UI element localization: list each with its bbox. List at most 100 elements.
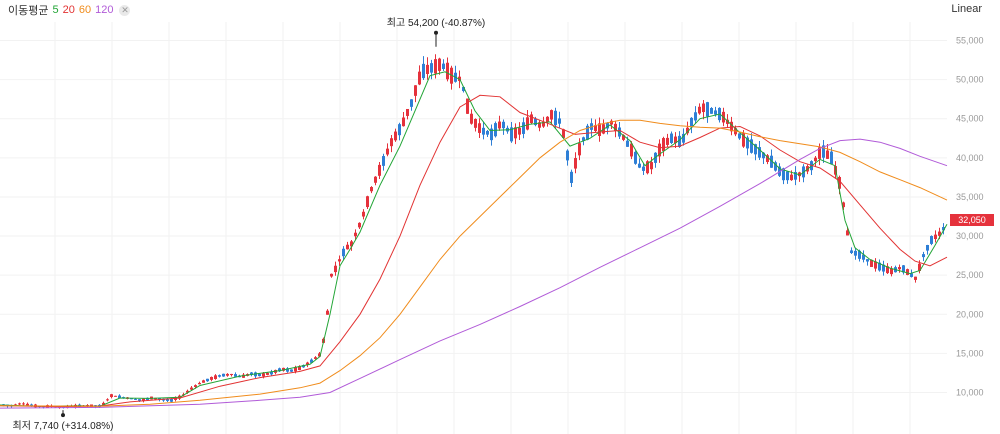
candle-body xyxy=(854,250,857,256)
candle-body xyxy=(850,250,853,254)
candle-body xyxy=(562,129,565,138)
candle-body xyxy=(754,144,757,155)
candle-body xyxy=(434,59,437,74)
candle-body xyxy=(418,71,421,85)
candle-body xyxy=(534,118,537,126)
candle-body xyxy=(906,269,909,275)
candle-body xyxy=(910,273,913,277)
candle-body xyxy=(554,110,557,126)
candle-body xyxy=(382,156,385,166)
candle-body xyxy=(366,196,369,208)
candle-body xyxy=(222,373,225,377)
candle-body xyxy=(346,244,349,250)
candle-body xyxy=(498,121,501,129)
candle-body xyxy=(790,174,793,181)
candle-body xyxy=(262,373,265,377)
candle-body xyxy=(170,398,173,402)
candle-body xyxy=(546,116,549,123)
legend-ma-120[interactable]: 120 xyxy=(95,4,114,16)
candle-body xyxy=(402,117,405,127)
ma-line-20 xyxy=(0,94,948,408)
candle-body xyxy=(866,259,869,262)
candle-body xyxy=(538,122,541,128)
candle-body xyxy=(306,362,309,365)
candle-body xyxy=(438,58,441,71)
candle-body xyxy=(294,367,297,372)
candle-body xyxy=(878,262,881,271)
candle-body xyxy=(102,402,105,406)
candle-body xyxy=(630,143,633,157)
candle-body xyxy=(794,171,797,180)
candle-body xyxy=(210,376,213,380)
candle-body xyxy=(670,133,673,144)
candle-body xyxy=(334,265,337,273)
candle-body xyxy=(386,148,389,155)
candle-body xyxy=(314,357,317,359)
candle-body xyxy=(942,226,945,231)
candle-body xyxy=(930,236,933,244)
candle-body xyxy=(550,110,553,120)
candle-body xyxy=(710,108,713,114)
candle-body xyxy=(234,374,237,377)
candle-body xyxy=(310,359,313,363)
candle-body xyxy=(582,137,585,141)
candle-body xyxy=(230,373,233,376)
candle-body xyxy=(702,103,705,113)
candle-body xyxy=(414,85,417,96)
moving-average-lines xyxy=(0,71,948,409)
candle-body xyxy=(578,143,581,156)
candle-body xyxy=(918,263,921,271)
candle-body xyxy=(818,147,821,159)
candle-body xyxy=(782,168,785,181)
legend-ma-20[interactable]: 20 xyxy=(62,4,75,16)
candle-body xyxy=(430,63,433,73)
candle-body xyxy=(226,373,229,376)
candle-body xyxy=(694,112,697,121)
candle-body xyxy=(286,368,289,372)
candle-body xyxy=(518,127,521,135)
legend-title: 이동평균 xyxy=(8,5,49,17)
candle-body xyxy=(758,147,761,158)
candle-body xyxy=(570,171,573,183)
y-tick-label: 25,000 xyxy=(956,270,984,280)
candle-body xyxy=(826,150,829,159)
candle-body xyxy=(678,135,681,147)
candle-body xyxy=(890,268,893,275)
candle-body xyxy=(490,128,493,141)
y-tick-label: 10,000 xyxy=(956,388,984,398)
y-tick-label: 20,000 xyxy=(956,309,984,319)
candle-body xyxy=(814,157,817,162)
high-marker-dot xyxy=(434,30,438,35)
candle-body xyxy=(514,127,517,139)
candle-body xyxy=(738,133,741,139)
candle-body xyxy=(494,123,497,137)
candle-body xyxy=(662,138,665,152)
candle-body xyxy=(302,365,305,368)
candle-body xyxy=(58,406,61,408)
y-tick-label: 40,000 xyxy=(956,153,984,163)
candle-body xyxy=(726,119,729,124)
candle-body xyxy=(114,395,117,397)
candle-body xyxy=(326,310,329,315)
candle-body xyxy=(566,150,569,161)
candle-body xyxy=(442,63,445,70)
candle-body xyxy=(594,125,597,132)
candle-body xyxy=(358,222,361,228)
candle-body xyxy=(330,273,333,277)
scale-toggle-button[interactable]: Linear xyxy=(951,3,982,15)
candle-body xyxy=(198,382,201,385)
chart-grid xyxy=(0,22,947,434)
candle-body xyxy=(774,162,777,171)
candle-body xyxy=(842,202,845,208)
legend-ma-60[interactable]: 60 xyxy=(78,4,92,16)
candle-body xyxy=(426,64,429,74)
candle-body xyxy=(646,161,649,174)
candle-body xyxy=(870,259,873,267)
y-tick-label: 30,000 xyxy=(956,231,984,241)
candle-body xyxy=(22,403,25,405)
legend-ma-5[interactable]: 5 xyxy=(52,4,59,16)
candle-body xyxy=(938,231,941,236)
ma-legend[interactable]: 이동평균 5 20 60 120 ✕ xyxy=(8,2,131,18)
close-icon[interactable]: ✕ xyxy=(119,4,131,16)
